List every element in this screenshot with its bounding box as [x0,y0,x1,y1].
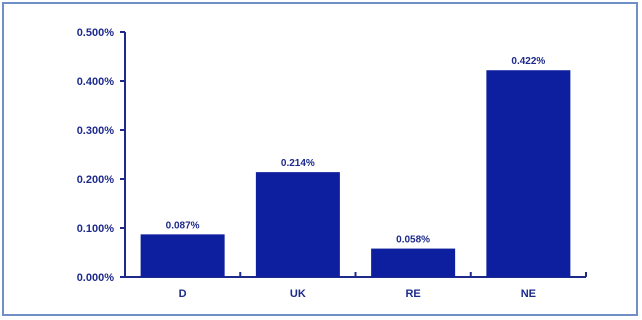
y-tick-label: 0.300% [77,125,115,137]
category-label: NE [521,288,536,300]
chart-frame: 0.000% 0.100% 0.200% 0.300% 0.400% 0.500% 0.08… [2,2,638,316]
bar-d [140,234,225,277]
data-label: 0.087% [166,220,200,231]
data-label: 0.214% [281,158,315,169]
bar-ne [486,70,571,277]
y-tick-label: 0.500% [77,27,115,39]
y-tick-label: 0.100% [77,223,115,235]
bar-re [371,248,456,277]
data-label: 0.422% [511,56,545,67]
bar-chart: 0.000% 0.100% 0.200% 0.300% 0.400% 0.500% 0.08… [77,27,587,300]
y-tick-label: 0.200% [77,174,115,186]
category-label: RE [405,288,420,300]
category-label: UK [290,288,306,300]
y-tick-label: 0.400% [77,76,115,88]
category-label: D [179,288,187,300]
y-tick-label: 0.000% [77,272,115,284]
bar-uk [255,172,340,277]
data-label: 0.058% [396,235,430,246]
